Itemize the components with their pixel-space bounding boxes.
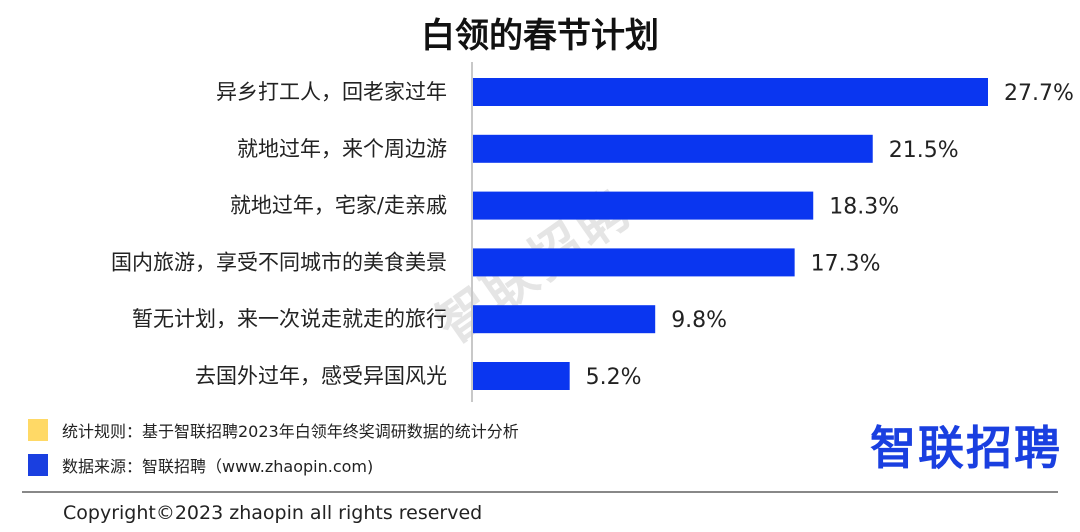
data-label: 17.3% [811, 251, 881, 276]
data-label: 5.2% [586, 365, 642, 390]
zhaopin-logo: 智联招聘 [870, 421, 1062, 475]
bar-chart: 异乡打工人，回老家过年 27.7% 就地过年，来个周边游 21.5% 就地过年，宅家/走… [111, 62, 1074, 402]
category-label: 就地过年，宅家/走亲戚 [230, 194, 447, 218]
data-label: 27.7% [1004, 81, 1074, 106]
data-label: 21.5% [889, 138, 959, 163]
category-label: 去国外过年，感受异国风光 [195, 364, 447, 388]
category-label: 异乡打工人，回老家过年 [216, 80, 447, 104]
legend-text: 统计规则：基于智联招聘2023年白领年终奖调研数据的统计分析 [62, 422, 519, 441]
legend-swatch-blue [28, 454, 48, 476]
bar [473, 248, 795, 277]
chart-title: 白领的春节计划 [421, 16, 659, 56]
legend-swatch-yellow [28, 419, 48, 441]
bar [473, 134, 873, 163]
copyright: Copyright©2023 zhaopin all rights reserv… [63, 502, 483, 524]
legend-text: 数据来源：智联招聘（www.zhaopin.com) [62, 457, 374, 476]
bar [473, 362, 570, 390]
data-label: 18.3% [829, 195, 899, 220]
category-label: 就地过年，来个周边游 [237, 137, 447, 161]
legend-item-source: 数据来源：智联招聘（www.zhaopin.com) [28, 453, 373, 477]
data-label: 9.8% [671, 308, 727, 333]
bar [473, 78, 988, 106]
bar [473, 191, 814, 220]
divider [22, 491, 1058, 493]
legend-item-rule: 统计规则：基于智联招聘2023年白领年终奖调研数据的统计分析 [28, 418, 519, 442]
category-label: 国内旅游，享受不同城市的美食美景 [111, 250, 447, 274]
bar [473, 305, 656, 334]
category-label: 暂无计划，来一次说走就走的旅行 [132, 307, 447, 331]
